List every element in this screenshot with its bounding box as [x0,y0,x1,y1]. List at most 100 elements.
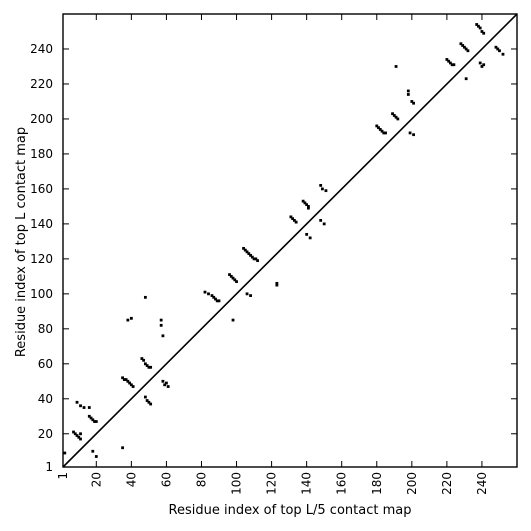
contact-point [126,318,130,322]
contact-point [482,63,486,67]
x-tick-label: 60 [159,472,173,487]
contact-point [406,89,410,93]
contact-point [322,222,326,226]
contact-point [396,117,400,121]
contact-point [406,93,410,96]
contact-point [73,432,77,436]
contact-point [463,45,466,49]
contact-point [478,26,482,30]
y-tick-label: 1 [45,460,53,474]
contact-point [207,292,210,296]
y-tick-label: 180 [30,147,53,161]
contact-point [496,47,500,51]
x-tick-label: 220 [440,472,454,495]
contact-point [229,274,233,278]
contact-point [412,133,415,137]
contact-point [303,201,307,205]
contact-point [498,49,501,53]
contact-point [412,101,415,105]
x-tick-label: 180 [370,472,384,495]
contact-point [159,318,163,322]
contact-point [77,435,81,439]
y-tick-label: 20 [38,427,53,441]
contact-point [408,131,412,135]
x-tick-label: 40 [124,472,138,487]
contact-point [89,416,93,420]
y-tick-label: 200 [30,112,53,126]
contact-point [501,52,505,56]
contact-point [384,131,387,135]
contact-point [448,61,452,65]
contact-point [291,217,295,221]
contact-point [382,131,386,135]
x-axis-ticks: 1 20 40 60 80 100 120 140 160 180 200 220 240 [56,14,489,495]
contact-point [149,365,153,369]
contact-point [250,255,254,259]
contact-point [275,283,279,287]
contact-point [452,63,456,67]
contact-point [377,126,380,130]
contact-point [87,406,91,409]
contact-point [122,378,126,381]
contact-point [147,365,151,369]
contact-points [63,23,505,458]
contact-point [140,357,144,360]
y-tick-label: 160 [30,182,53,196]
contact-point [450,63,454,67]
contact-point [87,414,91,418]
contact-point [91,418,95,422]
contact-point [252,257,256,261]
contact-point [319,218,323,222]
contact-point [75,400,79,404]
contact-point [482,31,486,35]
contact-point [79,404,82,408]
contact-point [231,318,235,322]
contact-point [143,362,147,366]
contact-point [294,220,298,224]
diagonal-line [62,13,518,468]
contact-point [91,449,95,453]
contact-point [478,61,482,65]
contact-point [378,128,382,131]
x-tick-label: 1 [56,472,70,480]
contact-point [161,334,165,338]
contact-point [459,42,463,46]
contact-point [233,278,237,282]
contact-point [289,215,293,219]
contact-point [254,257,258,261]
x-tick-label: 140 [300,472,314,495]
contact-point [145,399,149,402]
contact-point [245,292,249,296]
contact-point [308,236,312,240]
contact-point [305,232,309,236]
contact-point [324,189,328,193]
contact-point [480,65,484,68]
contact-point [217,299,221,303]
contact-point [461,44,465,47]
y-tick-label: 60 [38,357,53,371]
contact-point [375,124,379,128]
contact-point [163,383,167,387]
contact-point [466,49,470,53]
contact-point [72,430,75,434]
contact-point [145,364,149,367]
contact-point [94,455,98,458]
y-tick-label: 120 [30,252,53,266]
contact-point [159,323,163,327]
contact-point [228,273,231,277]
x-tick-label: 240 [475,472,489,495]
plot-frame [62,13,518,468]
contact-point [235,280,238,284]
contact-point [142,358,146,362]
contact-point [245,250,249,254]
contact-point [143,295,147,299]
contact-point [301,199,305,203]
contact-point [242,246,245,250]
contact-point [63,451,67,455]
contact-point [75,434,79,437]
contact-point [305,203,309,207]
contact-point [480,30,484,33]
contact-point [79,432,82,436]
y-tick-label: 240 [30,42,53,56]
contact-point [494,45,498,49]
